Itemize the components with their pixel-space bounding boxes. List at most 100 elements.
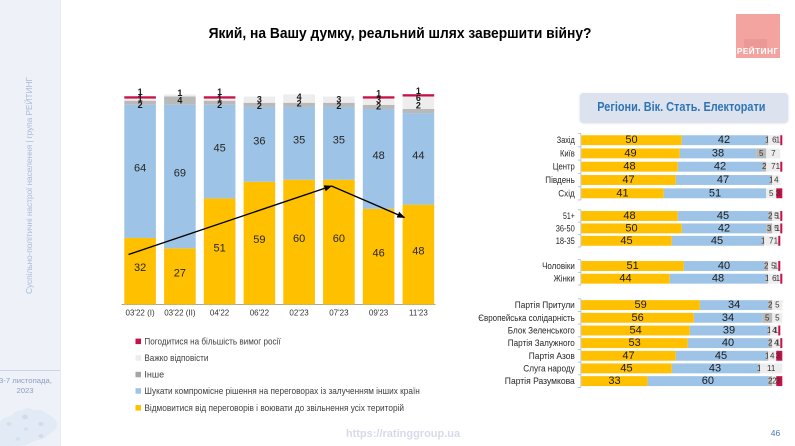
svg-text:Південь: Південь [545,175,575,185]
svg-text:11'23: 11'23 [409,309,428,318]
svg-text:Блок Зеленського: Блок Зеленського [508,326,575,336]
svg-text:5: 5 [759,149,764,158]
svg-text:38: 38 [712,147,724,159]
svg-text:5: 5 [774,212,779,221]
svg-text:Партія Залужного: Партія Залужного [508,338,575,348]
svg-text:07'23: 07'23 [329,309,349,318]
svg-text:45: 45 [715,350,727,362]
svg-text:1: 1 [774,236,779,245]
svg-text:Центр: Центр [553,162,575,172]
svg-text:3: 3 [776,189,781,198]
svg-text:69: 69 [174,168,186,180]
svg-text:2: 2 [768,339,773,348]
svg-text:4: 4 [297,92,302,102]
svg-text:5: 5 [774,224,779,233]
svg-text:2: 2 [217,100,222,110]
svg-text:35: 35 [293,134,305,146]
svg-text:4: 4 [774,176,779,185]
svg-text:3: 3 [257,95,262,105]
svg-text:41: 41 [616,187,628,199]
svg-text:1: 1 [177,88,182,98]
svg-text:2: 2 [772,377,777,386]
svg-text:5: 5 [765,313,770,322]
svg-text:09'23: 09'23 [369,309,389,318]
svg-text:56: 56 [631,312,643,324]
svg-text:3: 3 [776,377,781,386]
svg-text:1: 1 [376,88,381,98]
svg-text:54: 54 [629,325,641,337]
svg-text:51: 51 [213,242,225,254]
svg-text:36-50: 36-50 [556,223,575,233]
svg-text:42: 42 [718,222,730,234]
svg-text:Партія Притули: Партія Притули [515,300,575,310]
svg-text:48: 48 [623,210,635,222]
svg-text:6: 6 [772,136,777,145]
svg-text:2: 2 [257,101,262,111]
svg-text:1: 1 [776,136,781,145]
svg-text:2: 2 [768,212,773,221]
svg-text:7: 7 [771,149,776,158]
svg-text:Жінки: Жінки [554,274,575,284]
svg-text:Європейська солідарність: Європейська солідарність [478,313,575,323]
svg-text:45: 45 [711,235,723,247]
svg-text:44: 44 [412,150,424,162]
svg-text:6: 6 [772,274,777,283]
svg-text:32: 32 [134,262,146,274]
svg-text:48: 48 [712,273,724,285]
svg-text:1: 1 [765,351,770,360]
svg-text:1: 1 [769,176,774,185]
svg-text:3: 3 [336,95,341,105]
svg-text:2: 2 [768,301,773,310]
svg-text:5: 5 [769,189,774,198]
svg-text:1: 1 [774,262,779,271]
svg-text:Шукати компромісне рішення на: Шукати компромісне рішення на переговора… [144,386,419,396]
svg-text:03'22 (II): 03'22 (II) [164,309,196,318]
svg-text:48: 48 [372,150,384,162]
svg-text:06'22: 06'22 [250,309,270,318]
svg-text:1: 1 [776,224,781,233]
svg-text:43: 43 [709,362,721,374]
svg-text:64: 64 [134,162,146,174]
svg-text:45: 45 [620,235,632,247]
svg-text:04'22: 04'22 [210,309,230,318]
svg-text:47: 47 [622,174,634,186]
svg-text:34: 34 [728,299,740,311]
svg-text:45: 45 [620,362,632,374]
svg-text:1: 1 [774,326,779,335]
svg-text:5: 5 [775,313,780,322]
svg-text:1: 1 [761,236,766,245]
svg-text:59: 59 [634,299,646,311]
svg-text:45: 45 [717,210,729,222]
svg-text:6: 6 [416,93,421,103]
svg-text:1: 1 [776,339,781,348]
svg-text:42: 42 [718,134,730,146]
svg-text:2: 2 [138,100,143,110]
svg-text:50: 50 [625,222,637,234]
svg-text:2: 2 [762,162,767,171]
svg-text:51+: 51+ [563,211,575,221]
svg-text:4: 4 [770,351,775,360]
svg-text:1: 1 [217,87,222,97]
svg-text:3: 3 [376,95,381,105]
svg-text:40: 40 [722,337,734,349]
svg-text:4: 4 [177,95,182,105]
svg-text:59: 59 [253,234,265,246]
svg-text:2: 2 [297,99,302,109]
svg-text:2: 2 [376,101,381,111]
svg-text:48: 48 [412,246,424,258]
svg-text:5: 5 [775,301,780,310]
svg-text:Слуга народу: Слуга народу [523,363,575,373]
svg-text:3: 3 [767,224,772,233]
svg-text:1: 1 [138,94,143,104]
svg-text:1: 1 [776,274,781,283]
svg-text:47: 47 [717,174,729,186]
svg-text:Погодитися на більшість вимог: Погодитися на більшість вимог росії [144,336,281,346]
svg-text:Інше: Інше [144,370,164,380]
svg-text:3: 3 [776,351,781,360]
svg-text:1: 1 [776,212,781,221]
svg-text:1: 1 [767,326,772,335]
svg-text:1: 1 [776,162,781,171]
svg-text:51: 51 [626,260,638,272]
svg-text:45: 45 [213,143,225,155]
svg-text:1: 1 [765,136,770,145]
